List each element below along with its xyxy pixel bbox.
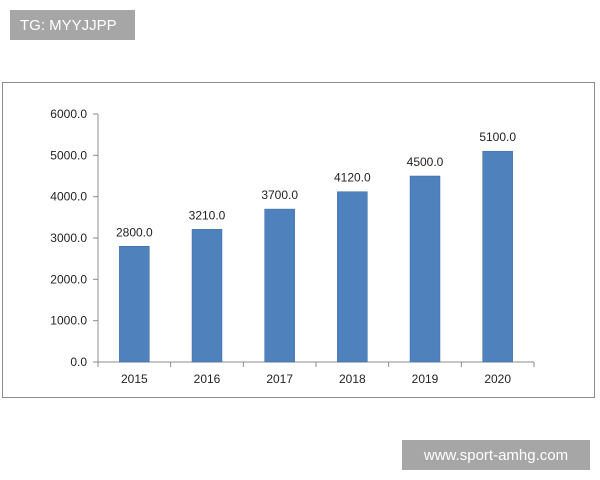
- bar-2020: [482, 150, 513, 363]
- bar-chart: 0.01000.02000.03000.04000.05000.06000.0 …: [50, 107, 535, 386]
- y-tick-label: 4000.0: [50, 190, 87, 204]
- data-labels: 2800.0 3210.0 3700.0 4120.0 4500.0 5100.0: [116, 130, 516, 239]
- y-tick-label: 1000.0: [50, 314, 87, 328]
- y-axis-ticks: 0.0 1000.0 2000.0 3000.0 4000.0 5000.0 6000.0: [50, 107, 98, 369]
- x-tick-label: 2016: [194, 372, 221, 386]
- y-tick-label: 0.0: [70, 355, 87, 369]
- data-label: 3210.0: [189, 208, 226, 222]
- x-tick-label: 2015: [121, 372, 148, 386]
- bar-2015: [119, 246, 150, 363]
- y-tick-label: 2000.0: [50, 272, 87, 286]
- x-axis-ticks: 2015 2016 2017 2018 2019 2020: [97, 362, 535, 386]
- bar-2018: [337, 191, 368, 363]
- data-label: 4500.0: [407, 155, 444, 169]
- bar-2016: [191, 229, 223, 363]
- data-label: 3700.0: [261, 188, 298, 202]
- chart-axes: [97, 114, 534, 363]
- watermark-top: TG: MYYJJPP: [10, 10, 135, 40]
- x-tick-label: 2019: [412, 372, 439, 386]
- data-label: 5100.0: [479, 130, 516, 144]
- x-tick-label: 2018: [339, 372, 366, 386]
- chart-frame: 0.0 1000.0 2000.0 3000.0 4000.0 5000.0 6000.0 …: [2, 82, 595, 398]
- data-label: 4120.0: [334, 171, 371, 185]
- chart-bars: [119, 150, 513, 363]
- watermark-bottom: www.sport-amhg.com: [402, 440, 590, 470]
- bar-2019: [409, 175, 441, 363]
- x-tick-label: 2020: [484, 372, 511, 386]
- data-label: 2800.0: [116, 225, 153, 239]
- bar-2017: [264, 208, 295, 363]
- x-tick-label: 2017: [266, 372, 293, 386]
- y-tick-label: 3000.0: [50, 231, 87, 245]
- y-tick-label: 5000.0: [50, 148, 87, 162]
- y-tick-label: 6000.0: [50, 107, 87, 121]
